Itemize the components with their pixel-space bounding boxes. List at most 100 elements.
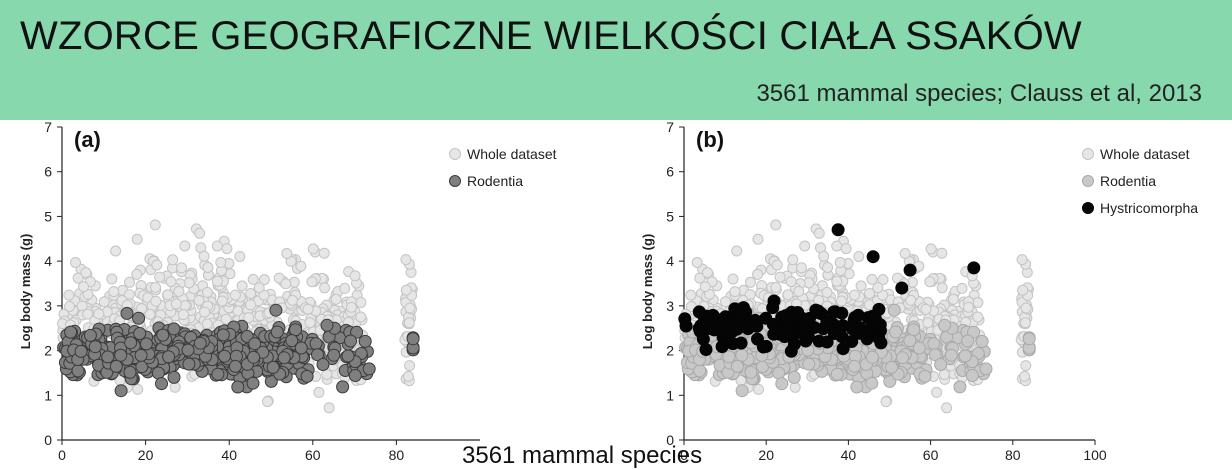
header-banner: WZORCE GEOGRAFICZNE WIELKOŚCI CIAŁA SSAK… xyxy=(0,0,1232,120)
data-point xyxy=(887,303,901,317)
data-point xyxy=(771,259,783,271)
data-point xyxy=(880,396,892,408)
data-point xyxy=(961,334,975,348)
data-point xyxy=(1016,254,1028,266)
y-tick-label: 4 xyxy=(666,253,674,269)
data-point xyxy=(796,262,807,274)
data-point xyxy=(979,362,993,376)
data-point xyxy=(770,219,782,231)
data-point xyxy=(791,306,805,319)
y-tick-label: 1 xyxy=(666,387,674,403)
data-point xyxy=(840,243,852,255)
data-point xyxy=(967,261,981,275)
data-point xyxy=(402,370,414,382)
y-tick-label: 2 xyxy=(44,343,52,359)
y-tick-label: 0 xyxy=(666,432,674,448)
legend-marker xyxy=(1082,175,1094,187)
data-point xyxy=(975,334,989,348)
data-point xyxy=(270,325,284,339)
data-point xyxy=(289,323,302,337)
data-point xyxy=(864,288,875,299)
data-point xyxy=(155,377,168,391)
data-point xyxy=(905,294,917,306)
data-point xyxy=(963,301,974,313)
data-point xyxy=(729,286,741,298)
data-point xyxy=(88,340,102,354)
data-point xyxy=(924,276,936,288)
data-point xyxy=(176,262,187,274)
y-tick-label: 7 xyxy=(666,119,674,135)
data-point xyxy=(177,309,189,321)
data-point xyxy=(339,282,351,294)
x-tick-label: 100 xyxy=(1083,447,1107,463)
data-point xyxy=(927,337,941,351)
data-point xyxy=(114,348,128,362)
data-point xyxy=(302,303,314,315)
data-point xyxy=(362,362,376,376)
data-point xyxy=(313,386,325,398)
data-point xyxy=(109,359,123,373)
data-point xyxy=(785,276,797,288)
y-tick-label: 1 xyxy=(44,387,52,403)
data-point xyxy=(300,369,314,383)
data-point xyxy=(202,262,214,273)
data-point xyxy=(787,370,801,384)
data-point xyxy=(827,327,841,340)
data-point xyxy=(953,380,967,394)
page-subtitle: 3561 mammal species; Clauss et al, 2013 xyxy=(756,80,1202,107)
data-point xyxy=(162,350,176,364)
data-point xyxy=(71,364,85,378)
data-point xyxy=(236,280,248,292)
data-point xyxy=(928,348,942,362)
data-point xyxy=(781,318,795,332)
data-point xyxy=(936,282,948,294)
data-point xyxy=(685,289,697,301)
data-point xyxy=(831,240,843,252)
data-point xyxy=(730,359,744,373)
data-point xyxy=(730,319,744,333)
data-point xyxy=(320,318,334,332)
data-point xyxy=(319,282,331,294)
data-point xyxy=(262,396,273,408)
data-point xyxy=(719,325,733,339)
data-point xyxy=(123,365,137,379)
data-point xyxy=(744,276,756,288)
data-point xyxy=(404,302,416,314)
scatter-plot-a: 0 1 2 3 4 5 6 7 0 20 40 60 80 Log body mass (g) (a) Who… xyxy=(18,119,557,463)
data-point xyxy=(693,364,707,378)
data-point xyxy=(201,318,213,330)
data-point xyxy=(345,301,357,313)
data-point xyxy=(1019,370,1031,382)
x-tick-label: 40 xyxy=(221,447,237,463)
data-point xyxy=(80,267,92,279)
data-point xyxy=(739,305,753,319)
data-point xyxy=(248,337,262,351)
data-point xyxy=(151,259,163,271)
data-point xyxy=(311,348,324,362)
legend-label: Whole dataset xyxy=(1100,146,1190,162)
x-tick-label: 80 xyxy=(389,447,405,463)
y-tick-label: 2 xyxy=(666,343,674,359)
data-point xyxy=(863,299,875,311)
data-point xyxy=(934,358,948,371)
data-point xyxy=(120,306,134,320)
data-point xyxy=(124,336,138,350)
data-point xyxy=(851,308,865,322)
data-point xyxy=(918,369,932,383)
data-point xyxy=(245,288,257,299)
data-point xyxy=(938,318,952,332)
data-point xyxy=(170,298,182,310)
data-point xyxy=(64,325,78,339)
legend-marker xyxy=(449,175,461,187)
y-tick-label: 0 xyxy=(44,432,52,448)
data-point xyxy=(775,377,789,391)
y-tick-label: 7 xyxy=(44,119,52,135)
data-point xyxy=(752,268,764,280)
data-point xyxy=(70,257,81,268)
data-point xyxy=(702,267,713,279)
data-point xyxy=(699,343,713,356)
page-title: WZORCE GEOGRAFICZNE WIELKOŚCI CIAŁA SSAK… xyxy=(20,14,1082,58)
legend-label: Rodentia xyxy=(467,173,523,189)
data-point xyxy=(1022,332,1036,346)
data-point xyxy=(865,350,879,364)
